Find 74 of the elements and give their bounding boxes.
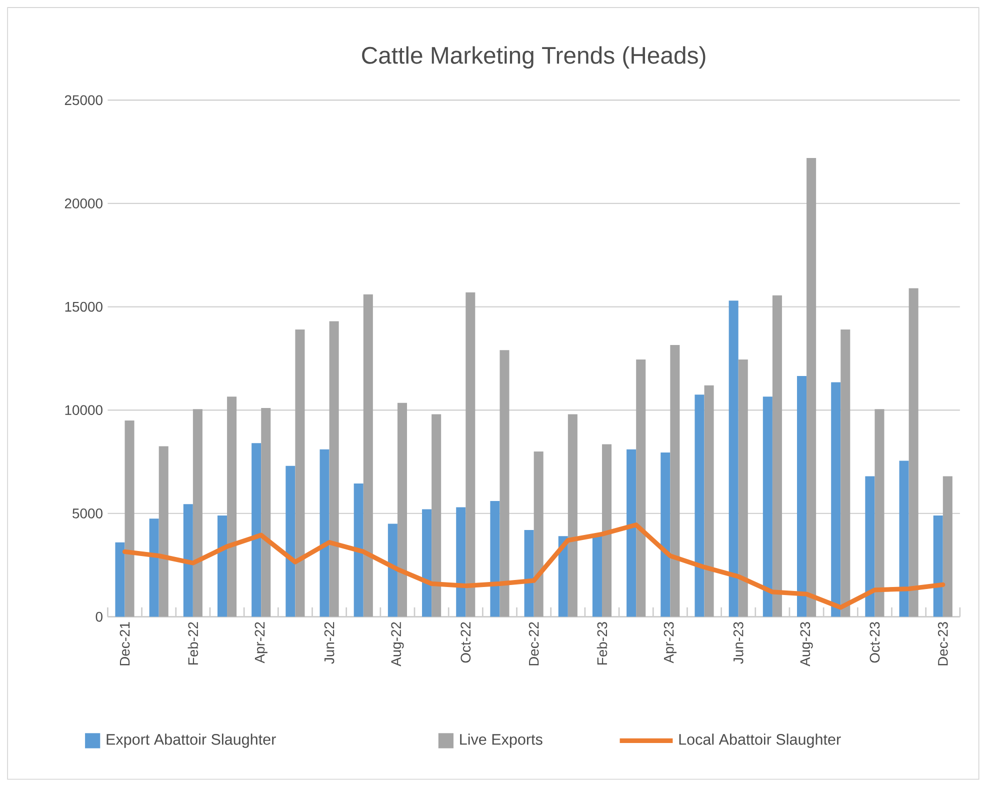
- bar: [354, 484, 364, 617]
- x-tick-label: Dec-22: [528, 622, 539, 666]
- legend-label: Live Exports: [460, 734, 542, 748]
- bar: [704, 385, 714, 617]
- bar: [456, 507, 466, 617]
- x-tick-label: Apr-23: [664, 622, 676, 664]
- bar: [261, 408, 271, 617]
- bar: [728, 300, 738, 617]
- bar: [149, 518, 159, 617]
- bar: [865, 476, 875, 617]
- bar: [217, 516, 228, 617]
- bar: [432, 414, 442, 617]
- bar: [227, 396, 237, 617]
- y-tick-label: 10000: [65, 405, 102, 416]
- bar: [738, 360, 748, 617]
- y-tick-label: 5000: [72, 508, 102, 518]
- bar: [490, 501, 500, 617]
- bar: [874, 409, 884, 617]
- bar: [192, 409, 202, 617]
- bar: [329, 321, 339, 617]
- bar: [899, 460, 909, 617]
- bar: [466, 292, 476, 617]
- x-tick-label: Feb-22: [188, 622, 198, 665]
- bar: [840, 330, 850, 617]
- bar: [388, 524, 398, 617]
- bar: [320, 449, 330, 617]
- bar: [568, 414, 578, 617]
- legend-label: Export Abattoir Slaughter: [106, 734, 276, 748]
- bar: [636, 360, 646, 617]
- bar: [558, 536, 568, 617]
- x-tick-label: Dec-21: [120, 622, 130, 666]
- bar: [602, 444, 612, 617]
- bar: [115, 542, 125, 617]
- bar: [534, 452, 544, 617]
- chart-title: Cattle Marketing Trends (Heads): [362, 46, 706, 69]
- bar: [772, 296, 782, 617]
- bar: [670, 345, 680, 617]
- bar: [831, 382, 841, 617]
- y-tick-label: 0: [96, 612, 102, 622]
- x-tick-label: Dec-23: [938, 622, 948, 666]
- bar: [592, 535, 602, 617]
- x-tick-label: Jun-23: [733, 622, 744, 664]
- bar: [286, 466, 296, 617]
- x-tick-label: Jun-22: [324, 622, 334, 664]
- bar: [908, 288, 918, 617]
- bar: [183, 504, 193, 617]
- y-tick-label: 25000: [64, 95, 102, 106]
- y-tick-label: 15000: [65, 302, 102, 312]
- bar: [626, 449, 636, 617]
- bar: [933, 516, 943, 617]
- x-tick-label: Apr-22: [254, 622, 268, 664]
- bar: [500, 350, 510, 617]
- bar: [158, 446, 168, 617]
- y-tick-label: 20000: [64, 198, 102, 208]
- bar: [422, 509, 432, 617]
- x-tick-label: Aug-22: [391, 622, 404, 666]
- legend-label: Local Abattoir Slaughter: [679, 734, 841, 748]
- line-series: [122, 522, 946, 610]
- bar: [796, 376, 807, 617]
- bar: [252, 443, 262, 617]
- bar: [762, 396, 772, 617]
- bar: [806, 158, 816, 617]
- bar: [397, 402, 407, 617]
- bar: [295, 330, 305, 617]
- x-tick-label: Oct-22: [460, 622, 471, 663]
- bar: [942, 476, 952, 617]
- bar: [524, 530, 534, 617]
- bar: [124, 420, 134, 617]
- x-tick-label: Oct-23: [870, 622, 880, 663]
- x-tick-label: Aug-23: [800, 622, 813, 666]
- bar: [660, 452, 670, 617]
- x-tick-label: Feb-23: [596, 622, 608, 665]
- bar: [363, 294, 373, 617]
- bar: [694, 394, 704, 617]
